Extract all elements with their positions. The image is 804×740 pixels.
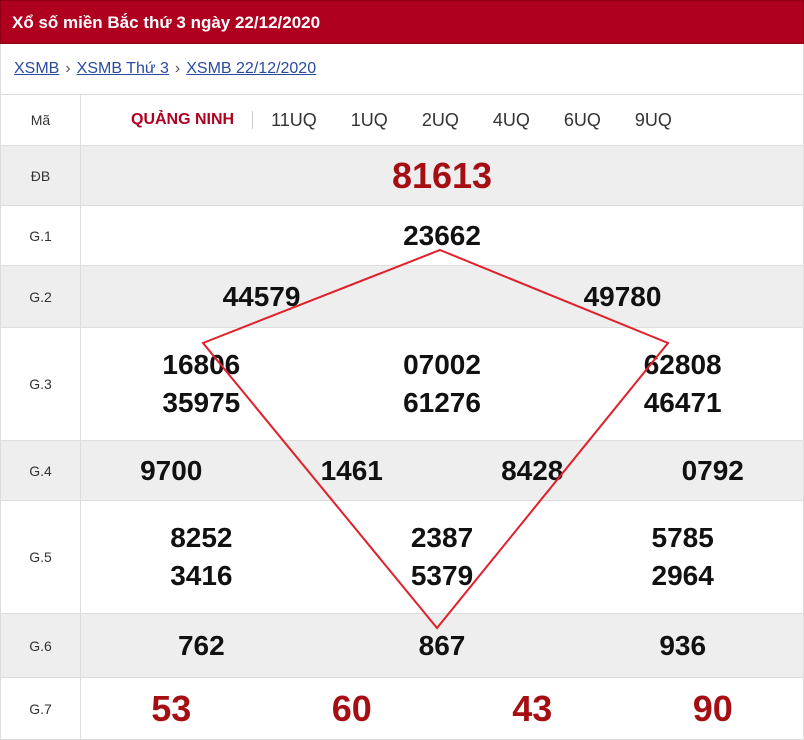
breadcrumb-xsmb-date[interactable]: XSMB 22/12/2020 [186, 60, 317, 77]
chevron-right-icon: › [174, 60, 181, 77]
prize-number: 62808 [643, 349, 722, 380]
prize-number: 23662 [403, 219, 481, 251]
prize-row-g4: G.4 9700 1461 8428 0792 [0, 440, 804, 501]
code-label: Mã [0, 94, 81, 146]
prize-number: 53 [151, 687, 192, 729]
results-table: Mã QUẢNG NINH 11UQ 1UQ 2UQ 4UQ 6UQ 9UQ ĐB 816… [0, 94, 804, 740]
prize-number: 16806 [162, 349, 241, 380]
prize-number: 49780 [583, 280, 662, 312]
prize-number: 936 [659, 629, 707, 661]
prize-number: 3416 [170, 560, 233, 591]
prize-label: G.1 [0, 205, 81, 266]
chevron-right-icon: › [65, 60, 71, 77]
prize-row-g7: G.7 53 60 43 90 [0, 677, 804, 740]
prize-label: G.4 [0, 440, 81, 501]
prize-number: 46471 [643, 387, 722, 418]
prize-number: 90 [692, 687, 733, 729]
page-title: Xổ số miền Bắc thứ 3 ngày 22/12/2020 [0, 0, 804, 44]
prize-row-g6: G.6 762 867 936 [0, 613, 804, 678]
code: 1UQ [350, 109, 388, 130]
code: 2UQ [421, 109, 459, 130]
breadcrumb-xsmb[interactable]: XSMB [14, 60, 60, 77]
code: 6UQ [563, 109, 601, 130]
header-row: Mã QUẢNG NINH 11UQ 1UQ 2UQ 4UQ 6UQ 9UQ [0, 94, 804, 146]
code: 4UQ [492, 109, 530, 130]
breadcrumb: XSMB › XSMB Thứ 3 › XSMB 22/12/2020 [0, 44, 804, 94]
prize-number: 1461 [320, 454, 383, 486]
prize-label: G.5 [0, 500, 81, 614]
prize-number: 44579 [222, 280, 301, 312]
prize-number: 8428 [501, 454, 564, 486]
prize-row-g3: G.3 16806 07002 62808 35975 61276 46471 [0, 327, 804, 441]
prize-number: 762 [177, 629, 225, 661]
prize-number: 867 [418, 629, 466, 661]
prize-number: 35975 [162, 387, 241, 418]
prize-label: ĐB [0, 145, 81, 206]
breadcrumb-xsmb-thu-3[interactable]: XSMB Thứ 3 [76, 60, 169, 77]
prize-row-g5: G.5 8252 2387 5785 3416 5379 2964 [0, 500, 804, 614]
prize-row-db: ĐB 81613 [0, 145, 804, 206]
prize-number: 43 [512, 687, 553, 729]
prize-number: 8252 [170, 522, 233, 553]
prize-label: G.7 [0, 677, 81, 740]
prize-number: 60 [331, 687, 372, 729]
prize-number: 0792 [681, 454, 744, 486]
prize-label: G.3 [0, 327, 81, 441]
prize-number: 5379 [410, 560, 474, 591]
prize-label: G.2 [0, 265, 81, 328]
special-prize-number: 81613 [391, 154, 493, 196]
province-name: QUẢNG NINH [131, 111, 254, 129]
code: 9UQ [634, 109, 672, 130]
prize-number: 5785 [651, 522, 714, 553]
prize-row-g2: G.2 44579 49780 [0, 265, 804, 328]
prize-row-g1: G.1 23662 [0, 205, 804, 266]
prize-number: 07002 [403, 349, 481, 380]
prize-number: 2387 [410, 522, 474, 553]
prize-label: G.6 [0, 613, 81, 678]
prize-number: 61276 [403, 387, 481, 418]
prize-number: 9700 [140, 454, 203, 486]
code: 11UQ [271, 109, 317, 130]
prize-number: 2964 [651, 560, 714, 591]
